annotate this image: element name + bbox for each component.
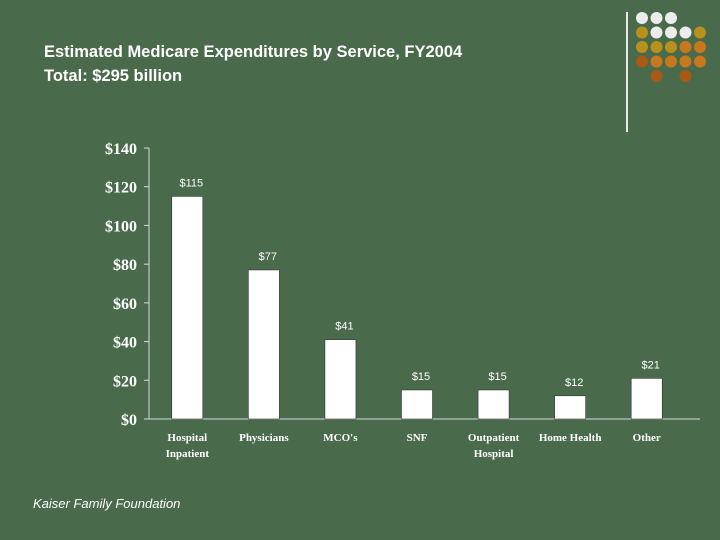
bar-value-label: $12 [565, 377, 583, 389]
bar-value-label: $77 [259, 251, 277, 263]
y-tick-label: $20 [113, 373, 137, 390]
bar-value-label: $41 [335, 321, 353, 333]
bar-value-label: $21 [642, 359, 660, 371]
x-category-label: Physicians [239, 432, 289, 444]
y-tick-label: $120 [105, 180, 137, 197]
decorative-dot-grid [636, 12, 706, 82]
bar-value-label: $115 [179, 177, 203, 189]
decor-dot [679, 70, 692, 82]
title-line-1: Estimated Medicare Expenditures by Servi… [44, 43, 463, 61]
decor-dot [650, 41, 663, 53]
x-category-label: MCO's [323, 432, 358, 444]
decor-dot [636, 26, 648, 39]
decor-dot [636, 55, 648, 68]
decor-dot [679, 26, 692, 39]
decor-dot [665, 26, 677, 39]
bar-value-label: $15 [488, 371, 506, 383]
decor-dot [694, 41, 706, 53]
x-category-label: Outpatient [468, 432, 520, 444]
x-category-label: Home Health [539, 432, 602, 444]
bar [477, 389, 510, 420]
decor-dot [679, 55, 692, 68]
decor-dot [665, 41, 677, 53]
decor-dot [665, 55, 677, 68]
bar [171, 196, 204, 420]
x-category-label: Hospital [167, 432, 207, 444]
bar-chart: $0 $20 $40 $60 $80 $100 $120 $140 $115 Hospital In… [105, 141, 700, 460]
bar [630, 378, 663, 420]
y-tick-label: $0 [121, 412, 137, 429]
x-category-label: SNF [407, 432, 428, 444]
x-category-label: Inpatient [166, 448, 210, 460]
decorative-divider [626, 12, 628, 132]
decor-dot [650, 55, 663, 68]
decor-dot [679, 41, 692, 53]
source-credit: Kaiser Family Foundation [33, 496, 181, 511]
decor-dot [636, 12, 648, 24]
y-tick-label: $100 [105, 218, 137, 235]
decor-dot [650, 26, 663, 39]
decor-dot [694, 55, 706, 68]
title-line-2: Total: $295 billion [44, 67, 183, 85]
y-tick-label: $140 [105, 141, 137, 158]
x-category-label: Other [633, 432, 661, 444]
y-tick-label: $80 [113, 257, 137, 274]
bar [324, 339, 357, 420]
decor-dot [636, 41, 648, 53]
decor-dot [650, 70, 663, 82]
decor-dot [694, 26, 706, 39]
bar-value-label: $15 [412, 371, 430, 383]
x-category-label: Hospital [474, 448, 514, 460]
bar [248, 269, 280, 420]
chart-title: Estimated Medicare Expenditures by Servi… [44, 40, 462, 88]
y-tick-label: $40 [113, 335, 137, 352]
y-tick-label: $60 [113, 296, 137, 313]
bar [554, 395, 586, 420]
bar [401, 389, 433, 420]
decor-dot [665, 12, 677, 24]
decor-dot [650, 12, 663, 24]
